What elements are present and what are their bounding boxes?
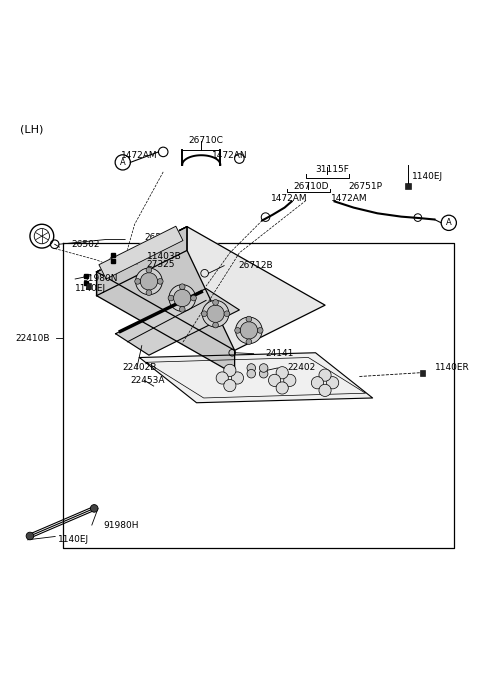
Circle shape xyxy=(202,301,229,327)
Text: 26510: 26510 xyxy=(144,232,173,242)
Circle shape xyxy=(213,322,218,328)
Circle shape xyxy=(284,374,296,386)
Text: 1140EJ: 1140EJ xyxy=(75,283,106,292)
Circle shape xyxy=(174,290,191,307)
Polygon shape xyxy=(96,227,235,374)
Circle shape xyxy=(216,372,228,384)
Circle shape xyxy=(326,377,339,389)
Text: 1472AN: 1472AN xyxy=(212,151,248,160)
Circle shape xyxy=(146,290,152,296)
Bar xyxy=(85,283,91,289)
Text: 1140EJ: 1140EJ xyxy=(58,535,89,544)
Circle shape xyxy=(224,311,230,317)
Circle shape xyxy=(231,372,243,384)
Circle shape xyxy=(268,374,281,386)
Circle shape xyxy=(319,384,331,397)
Circle shape xyxy=(140,273,157,290)
Text: 1472AM: 1472AM xyxy=(121,151,158,160)
Circle shape xyxy=(312,377,324,389)
Circle shape xyxy=(224,379,236,392)
Polygon shape xyxy=(139,353,372,403)
Text: 24141: 24141 xyxy=(265,349,294,358)
Text: 26712B: 26712B xyxy=(239,261,273,270)
Circle shape xyxy=(191,295,196,301)
Text: 27325: 27325 xyxy=(146,260,175,269)
Text: 26751P: 26751P xyxy=(348,182,383,191)
Circle shape xyxy=(202,311,207,317)
Circle shape xyxy=(246,316,252,322)
Circle shape xyxy=(169,285,195,311)
Circle shape xyxy=(235,328,240,333)
Text: 22402B: 22402B xyxy=(123,363,157,372)
Circle shape xyxy=(247,370,255,378)
Circle shape xyxy=(207,305,224,322)
Text: 22402: 22402 xyxy=(287,363,315,372)
Polygon shape xyxy=(99,226,183,279)
Text: 22410B: 22410B xyxy=(16,334,50,343)
Circle shape xyxy=(259,370,268,378)
Circle shape xyxy=(246,339,252,345)
Circle shape xyxy=(240,322,258,339)
Circle shape xyxy=(136,268,162,294)
Text: 26710C: 26710C xyxy=(189,136,224,145)
Text: 26502: 26502 xyxy=(72,240,100,249)
Circle shape xyxy=(276,367,288,379)
Circle shape xyxy=(168,295,174,301)
Circle shape xyxy=(146,267,152,273)
Circle shape xyxy=(213,299,218,306)
Bar xyxy=(406,183,411,189)
Circle shape xyxy=(180,306,185,313)
Circle shape xyxy=(135,278,141,284)
Text: (LH): (LH) xyxy=(21,124,44,134)
Bar xyxy=(420,370,425,376)
Text: 1472AM: 1472AM xyxy=(331,193,367,203)
Circle shape xyxy=(26,532,34,540)
Circle shape xyxy=(180,284,185,290)
Polygon shape xyxy=(116,289,240,355)
Text: 91980H: 91980H xyxy=(104,521,139,530)
Text: 26710D: 26710D xyxy=(293,182,328,191)
Text: 1140ER: 1140ER xyxy=(434,363,469,372)
Text: A: A xyxy=(446,219,452,228)
Text: 22453A: 22453A xyxy=(130,376,164,385)
Circle shape xyxy=(276,382,288,394)
Circle shape xyxy=(157,278,163,284)
Text: 31115F: 31115F xyxy=(315,165,349,174)
Polygon shape xyxy=(96,227,187,296)
Circle shape xyxy=(319,369,331,381)
Circle shape xyxy=(224,364,236,377)
Circle shape xyxy=(247,364,255,372)
Text: 91980N: 91980N xyxy=(82,274,118,283)
Text: A: A xyxy=(120,158,126,167)
Text: 1472AM: 1472AM xyxy=(271,193,308,203)
Circle shape xyxy=(259,364,268,372)
Circle shape xyxy=(236,317,262,344)
Text: 1140EJ: 1140EJ xyxy=(412,172,443,181)
Text: 11403B: 11403B xyxy=(146,252,181,261)
Polygon shape xyxy=(96,227,325,350)
Circle shape xyxy=(257,328,263,333)
Circle shape xyxy=(90,505,98,512)
